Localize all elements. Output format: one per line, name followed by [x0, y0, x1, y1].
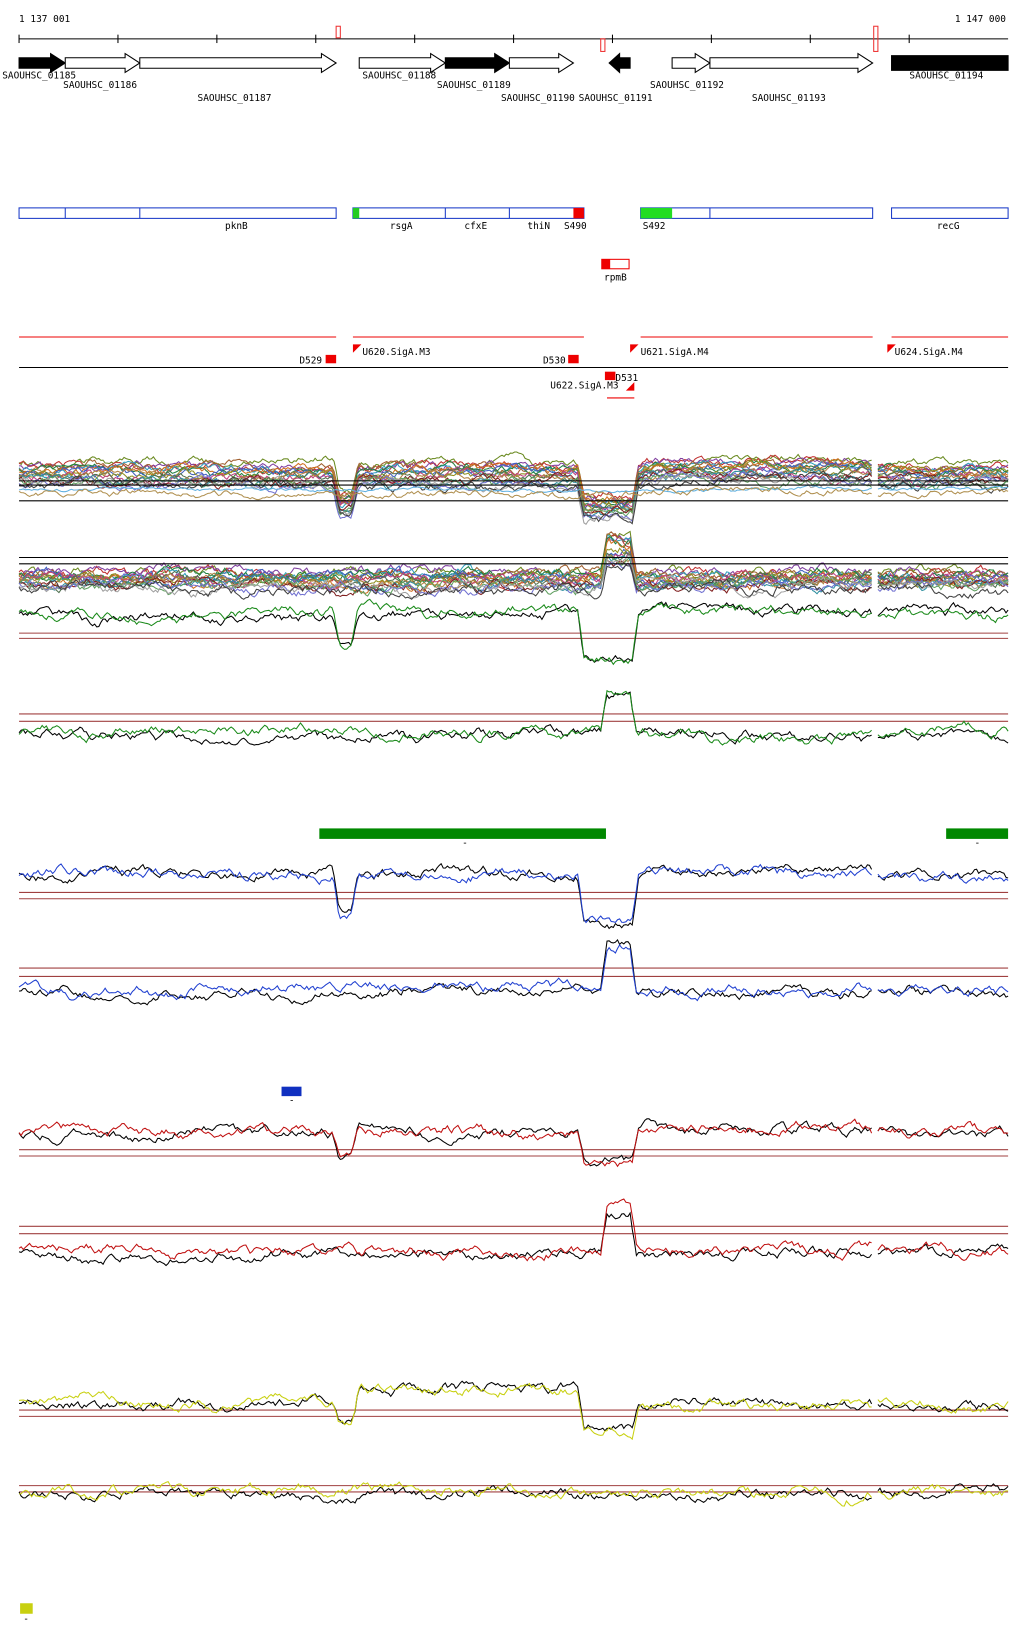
operon-label: pknB — [225, 221, 248, 232]
signal-line — [18, 1198, 1009, 1262]
promoter-label: U621.SigA.M4 — [641, 347, 710, 358]
signal-line — [18, 459, 1009, 509]
gene-label: SAOUHSC_01190 — [501, 93, 575, 104]
promoters: D529 U620.SigA.M3 D530 U621.SigA.M4 D531… — [19, 336, 1009, 399]
gene-label: SAOUHSC_01185 — [2, 71, 76, 82]
ruler: 1 137 001 1 147 000 — [18, 14, 1009, 52]
signal-line — [19, 1382, 1009, 1441]
signal-line — [18, 554, 1009, 599]
operon-label: rsgA — [390, 221, 413, 232]
signal-line — [18, 1118, 1009, 1168]
gene-arrow — [508, 52, 575, 74]
signal-line — [18, 943, 1009, 1002]
gene-label: SAOUHSC_01187 — [198, 93, 272, 104]
gene-label: SAOUHSC_01192 — [650, 80, 724, 91]
promoter-label: U622.SigA.M3 — [550, 380, 618, 391]
legend-dash: - — [23, 1614, 29, 1625]
gene-arrow — [139, 52, 338, 74]
signal-line — [18, 691, 1009, 746]
end-coord: 1 147 000 — [955, 14, 1006, 25]
signal-line — [18, 1483, 1009, 1505]
signal-line — [18, 598, 1009, 666]
signal-line — [18, 552, 1009, 594]
gene-label: SAOUHSC_01189 — [437, 80, 511, 91]
gene-label: SAOUHSC_01194 — [909, 71, 983, 82]
operon-label: S490 — [564, 221, 587, 232]
gene-label: SAOUHSC_01191 — [579, 93, 653, 104]
gene-label: SAOUHSC_01188 — [362, 71, 436, 82]
gene-arrow — [444, 52, 511, 74]
gene-label: SAOUHSC_01186 — [63, 80, 137, 91]
signal-line — [18, 601, 1009, 664]
signal-line — [18, 862, 1009, 930]
legend-dash: - — [462, 838, 468, 849]
operon-labels: pknB rsgA cfxE thiN S490 S492 recG rpmB — [225, 221, 960, 283]
promoter-label: D530 — [543, 355, 566, 366]
operon-label: cfxE — [464, 221, 487, 232]
operons — [18, 207, 1009, 270]
start-coord: 1 137 001 — [19, 14, 70, 25]
signal-line — [18, 1211, 1009, 1267]
signal-line — [18, 938, 1009, 1006]
operon-label: rpmB — [604, 272, 627, 283]
promoter-label: U624.SigA.M4 — [895, 347, 964, 358]
signal-line — [18, 564, 1009, 600]
legend-dash: - — [289, 1095, 295, 1106]
legend-dash: - — [974, 838, 980, 849]
signal-line — [18, 485, 1009, 501]
marker — [873, 25, 879, 52]
operon-label: S492 — [643, 221, 666, 232]
gene-label: SAOUHSC_01193 — [752, 93, 826, 104]
promoter-label: D531 — [615, 373, 638, 384]
promoter-label: D529 — [299, 355, 322, 366]
gene-arrow — [671, 52, 711, 74]
gene-arrow — [18, 52, 67, 74]
signal-line — [18, 451, 1009, 503]
signal-line — [18, 484, 1009, 494]
operon-label: recG — [937, 221, 960, 232]
gene-arrow — [608, 52, 631, 74]
signal-line — [18, 469, 1009, 523]
legend-marks: - - - - — [20, 828, 1009, 1625]
gene-arrow — [358, 52, 447, 74]
signal-line — [18, 863, 1009, 924]
signal-line — [18, 1118, 1009, 1167]
gene-arrow — [891, 55, 1009, 71]
tracks — [18, 451, 1009, 1507]
gene-arrow — [64, 52, 141, 74]
marker — [600, 38, 606, 52]
marker — [335, 25, 341, 39]
signal-line — [18, 458, 1009, 512]
promoter-label: U620.SigA.M3 — [362, 347, 430, 358]
signal-line — [18, 689, 1009, 746]
gene-arrow — [709, 52, 874, 74]
operon-label: thiN — [527, 221, 550, 232]
signal-line — [19, 1481, 1009, 1507]
